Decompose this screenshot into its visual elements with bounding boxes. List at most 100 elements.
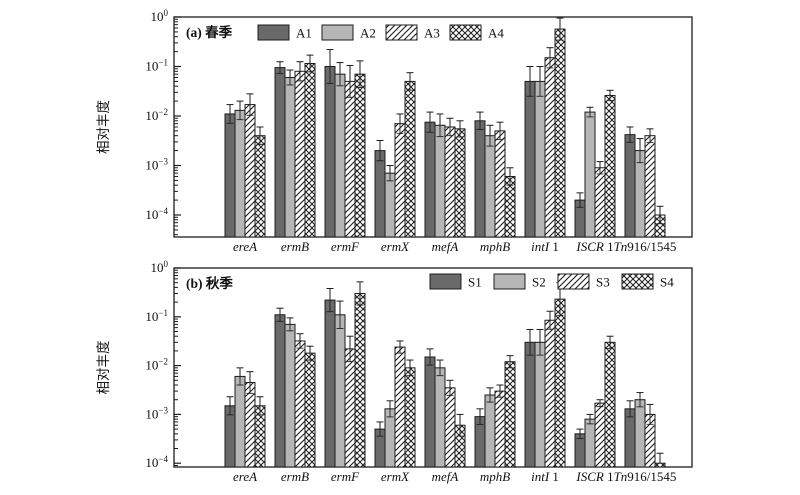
bar-A2 bbox=[634, 150, 646, 238]
y-axis-title: 相对丰度 bbox=[96, 341, 111, 395]
error-bar bbox=[286, 317, 294, 332]
bar-A3 bbox=[244, 104, 256, 238]
error-bar bbox=[406, 359, 414, 377]
bar-A1 bbox=[424, 121, 436, 238]
error-bar bbox=[536, 66, 544, 97]
error-bar bbox=[336, 300, 344, 329]
bar-S2 bbox=[384, 408, 396, 468]
error-bar bbox=[396, 113, 404, 134]
bar-A2 bbox=[434, 124, 446, 238]
bar-A1 bbox=[274, 67, 286, 238]
bar-A1 bbox=[224, 113, 236, 238]
bar-S4 bbox=[304, 352, 316, 468]
bar-A1 bbox=[624, 134, 636, 238]
bar-A2 bbox=[384, 172, 396, 238]
legend-label-S2: S2 bbox=[532, 275, 546, 290]
x-tick-label: intI 1 bbox=[531, 469, 559, 484]
error-bar bbox=[586, 106, 594, 118]
error-bar bbox=[246, 93, 254, 116]
error-bar bbox=[376, 139, 384, 162]
bar-A4 bbox=[554, 28, 566, 238]
panel-title: (b) 秋季 bbox=[186, 275, 233, 291]
error-bar bbox=[246, 371, 254, 394]
bar-A3 bbox=[444, 126, 456, 238]
bar-A4 bbox=[404, 80, 416, 238]
x-tick-label: ermF bbox=[331, 469, 360, 484]
bar-S2 bbox=[284, 323, 296, 468]
error-bar bbox=[256, 396, 264, 416]
y-tick-label: 100 bbox=[151, 8, 169, 24]
x-tick-label: ISCR 1 bbox=[575, 469, 613, 484]
bar-S3 bbox=[544, 319, 556, 468]
bar-A3 bbox=[494, 130, 506, 238]
bar-S3 bbox=[444, 387, 456, 468]
y-tick-label: 10−2 bbox=[145, 107, 168, 123]
bar-S4 bbox=[354, 293, 366, 468]
y-axis-title: 相对丰度 bbox=[96, 100, 111, 154]
legend: A1 A2 A3 A4 bbox=[257, 24, 504, 41]
error-bar bbox=[286, 69, 294, 86]
y-tick-label: 10−4 bbox=[145, 206, 168, 222]
bar-S2 bbox=[534, 341, 546, 468]
bar-S1 bbox=[274, 314, 286, 468]
error-bar bbox=[226, 396, 234, 416]
bar-A3 bbox=[544, 57, 556, 238]
x-tick-label: mefA bbox=[432, 469, 459, 484]
error-bar bbox=[396, 340, 404, 354]
error-bar bbox=[506, 355, 514, 369]
bar-group-ermF bbox=[324, 281, 366, 468]
legend-label-A4: A4 bbox=[488, 26, 504, 41]
bar-S4 bbox=[604, 341, 616, 468]
legend-swatch-S4 bbox=[621, 273, 654, 290]
bar-group-ermB bbox=[274, 307, 316, 468]
y-axis: 100 10−1 10−2 10−3 10−4 bbox=[145, 259, 181, 470]
bar-A2 bbox=[534, 80, 546, 238]
error-bar bbox=[426, 348, 434, 366]
bar-S3 bbox=[594, 402, 606, 468]
x-tick-label: Tn916/1545 bbox=[614, 239, 677, 254]
error-bar bbox=[226, 104, 234, 124]
error-bar bbox=[276, 61, 284, 75]
x-tick-label: intI 1 bbox=[531, 239, 559, 254]
error-bar bbox=[486, 387, 494, 403]
bar-S1 bbox=[324, 299, 336, 468]
bar-group-ISCR1 bbox=[574, 89, 616, 238]
x-tick-label: ereA bbox=[233, 239, 257, 254]
error-bar bbox=[646, 403, 654, 425]
error-bar bbox=[326, 49, 334, 84]
x-tick-label: ISCR 1 bbox=[575, 239, 613, 254]
error-bar bbox=[656, 452, 664, 464]
bar-S3 bbox=[294, 340, 306, 468]
error-bar bbox=[596, 161, 604, 175]
error-bar bbox=[556, 17, 564, 41]
bar-A4 bbox=[304, 62, 316, 238]
error-bar bbox=[536, 328, 544, 356]
error-bar bbox=[626, 400, 634, 418]
bar-A1 bbox=[524, 80, 536, 238]
error-bar bbox=[546, 310, 554, 330]
bar-A2 bbox=[334, 73, 346, 238]
error-bar bbox=[236, 367, 244, 386]
bar-A3 bbox=[594, 167, 606, 238]
bar-A1 bbox=[474, 120, 486, 238]
bar-group-ereA bbox=[224, 93, 266, 238]
bar-S4 bbox=[404, 367, 416, 468]
bar-group-Tn916/1545 bbox=[624, 392, 666, 468]
bar-S2 bbox=[434, 367, 446, 468]
bar-group-ereA bbox=[224, 367, 266, 468]
legend-swatch-A1 bbox=[257, 24, 290, 41]
error-bar bbox=[606, 89, 614, 102]
error-bar bbox=[506, 167, 514, 186]
error-bar bbox=[276, 307, 284, 322]
error-bar bbox=[496, 384, 504, 398]
y-tick-label: 10−3 bbox=[145, 157, 168, 173]
x-tick-label: ermB bbox=[281, 239, 309, 254]
bar-A3 bbox=[644, 135, 656, 238]
legend-swatch-A2 bbox=[321, 24, 354, 41]
error-bar bbox=[586, 413, 594, 425]
bar-group-Tn916/1545 bbox=[624, 126, 666, 238]
x-tick-label: ermF bbox=[331, 239, 360, 254]
x-tick-label: mefA bbox=[432, 239, 459, 254]
error-bar bbox=[386, 165, 394, 182]
